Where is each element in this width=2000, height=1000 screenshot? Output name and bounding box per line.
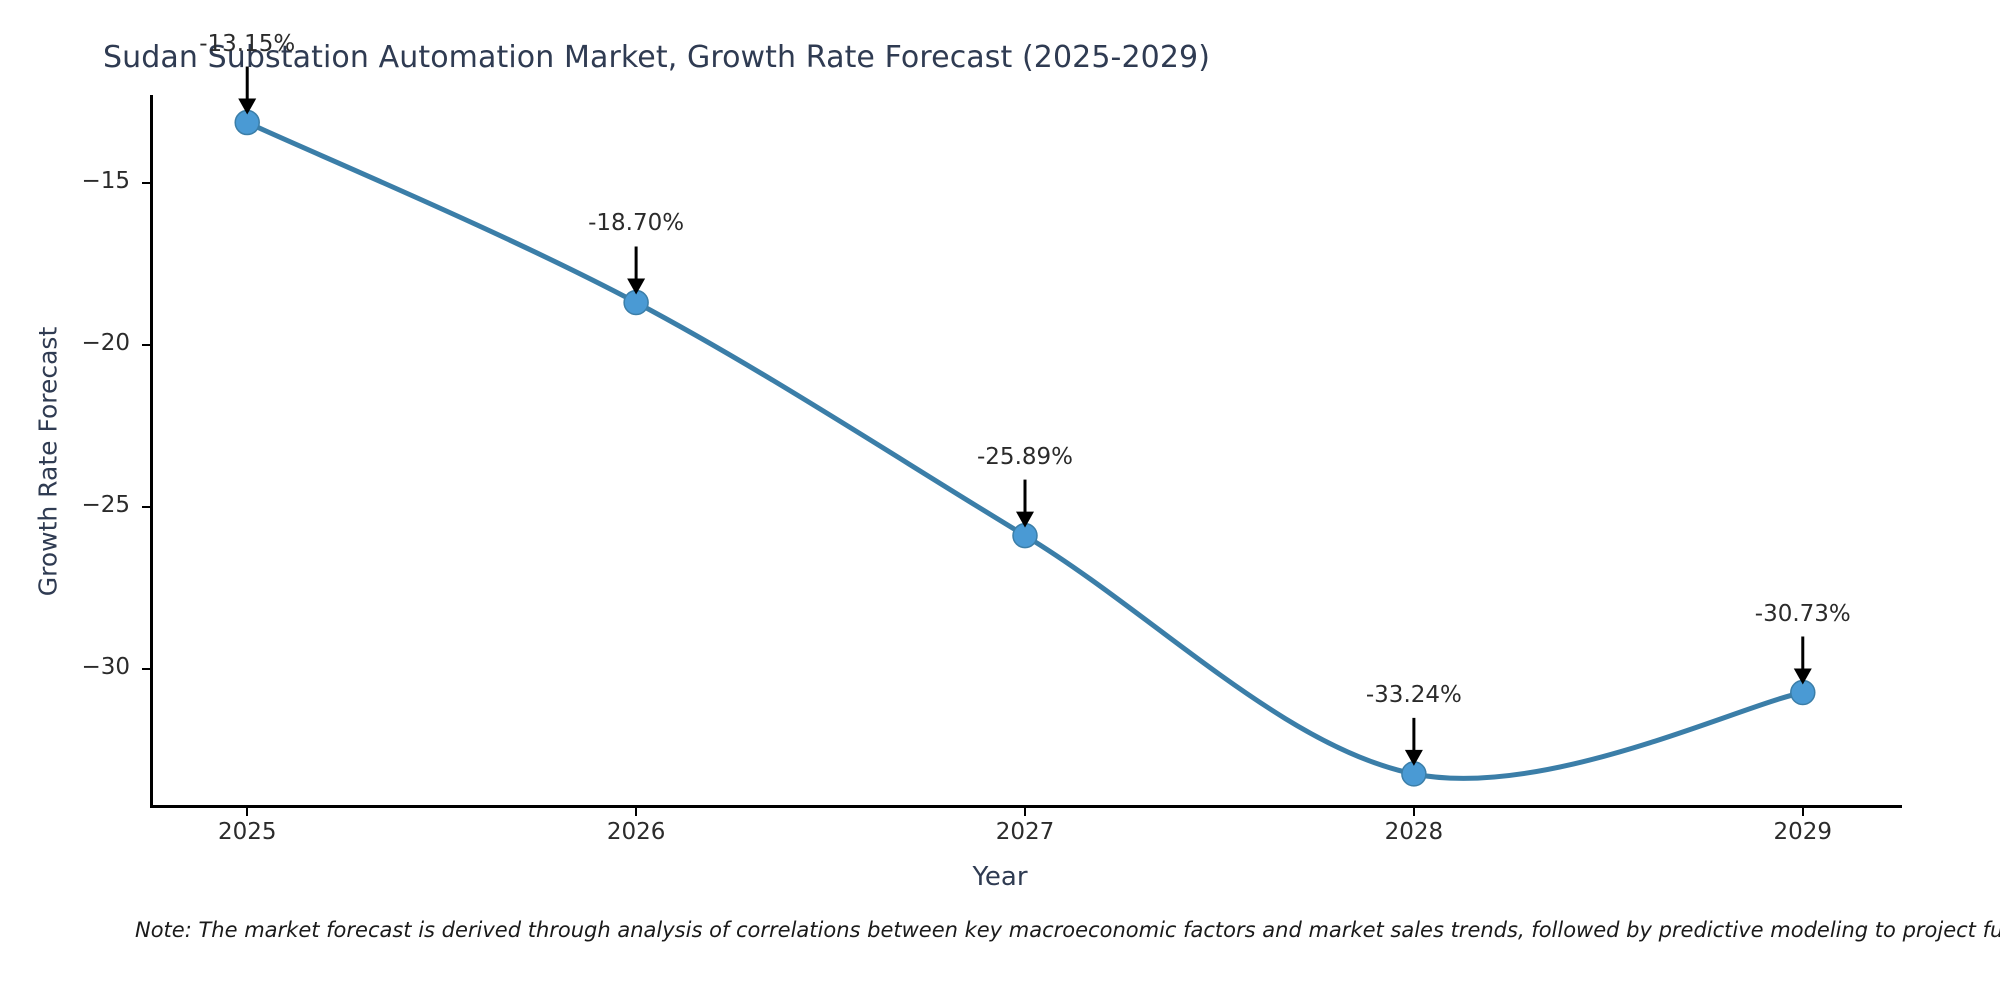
x-axis-spine: [150, 805, 1902, 808]
data-point-label: -25.89%: [977, 443, 1073, 470]
y-tick-label: −25: [81, 491, 130, 518]
y-tick-label: −20: [81, 329, 130, 356]
annotation-arrow-head: [627, 278, 646, 295]
x-tick-label: 2026: [606, 819, 666, 845]
y-tick-mark: [142, 505, 150, 508]
annotation-arrows: [238, 66, 1812, 766]
x-tick-label: 2027: [995, 819, 1055, 845]
x-tick-mark: [1024, 808, 1026, 816]
data-point-label: -18.70%: [588, 210, 685, 237]
y-axis-spine: [150, 95, 153, 808]
x-tick-label: 2025: [217, 819, 277, 845]
x-tick-label: 2029: [1773, 819, 1833, 845]
annotation-arrow-head: [238, 98, 257, 115]
x-axis-label: Year: [972, 862, 1028, 892]
line-chart-svg: [234, 66, 1816, 787]
annotation-arrow-head: [1404, 749, 1423, 766]
y-axis-label: Growth Rate Forecast: [33, 326, 63, 597]
data-point-label: -33.24%: [1365, 681, 1462, 708]
y-tick-mark: [142, 667, 150, 670]
plot-area: [150, 66, 1900, 805]
x-tick-label: 2028: [1384, 819, 1444, 845]
x-tick-mark: [635, 808, 638, 816]
y-tick-mark: [142, 343, 150, 346]
x-tick-mark: [246, 808, 249, 816]
y-tick-mark: [142, 181, 150, 184]
data-point-label: -13.15%: [199, 30, 296, 57]
chart-title: Sudan Substation Automation Market, Grow…: [103, 40, 1211, 75]
chart-footnote: Note: The market forecast is derived thr…: [135, 918, 2000, 942]
y-tick-label: −30: [81, 653, 130, 680]
annotation-arrow-head: [1016, 511, 1034, 528]
data-point-label: -30.73%: [1754, 600, 1851, 627]
annotation-arrow-head: [1793, 668, 1812, 685]
x-tick-mark: [1801, 808, 1804, 816]
data-point-markers: [234, 109, 1816, 787]
x-tick-mark: [1412, 808, 1415, 816]
y-tick-label: −15: [81, 167, 130, 194]
